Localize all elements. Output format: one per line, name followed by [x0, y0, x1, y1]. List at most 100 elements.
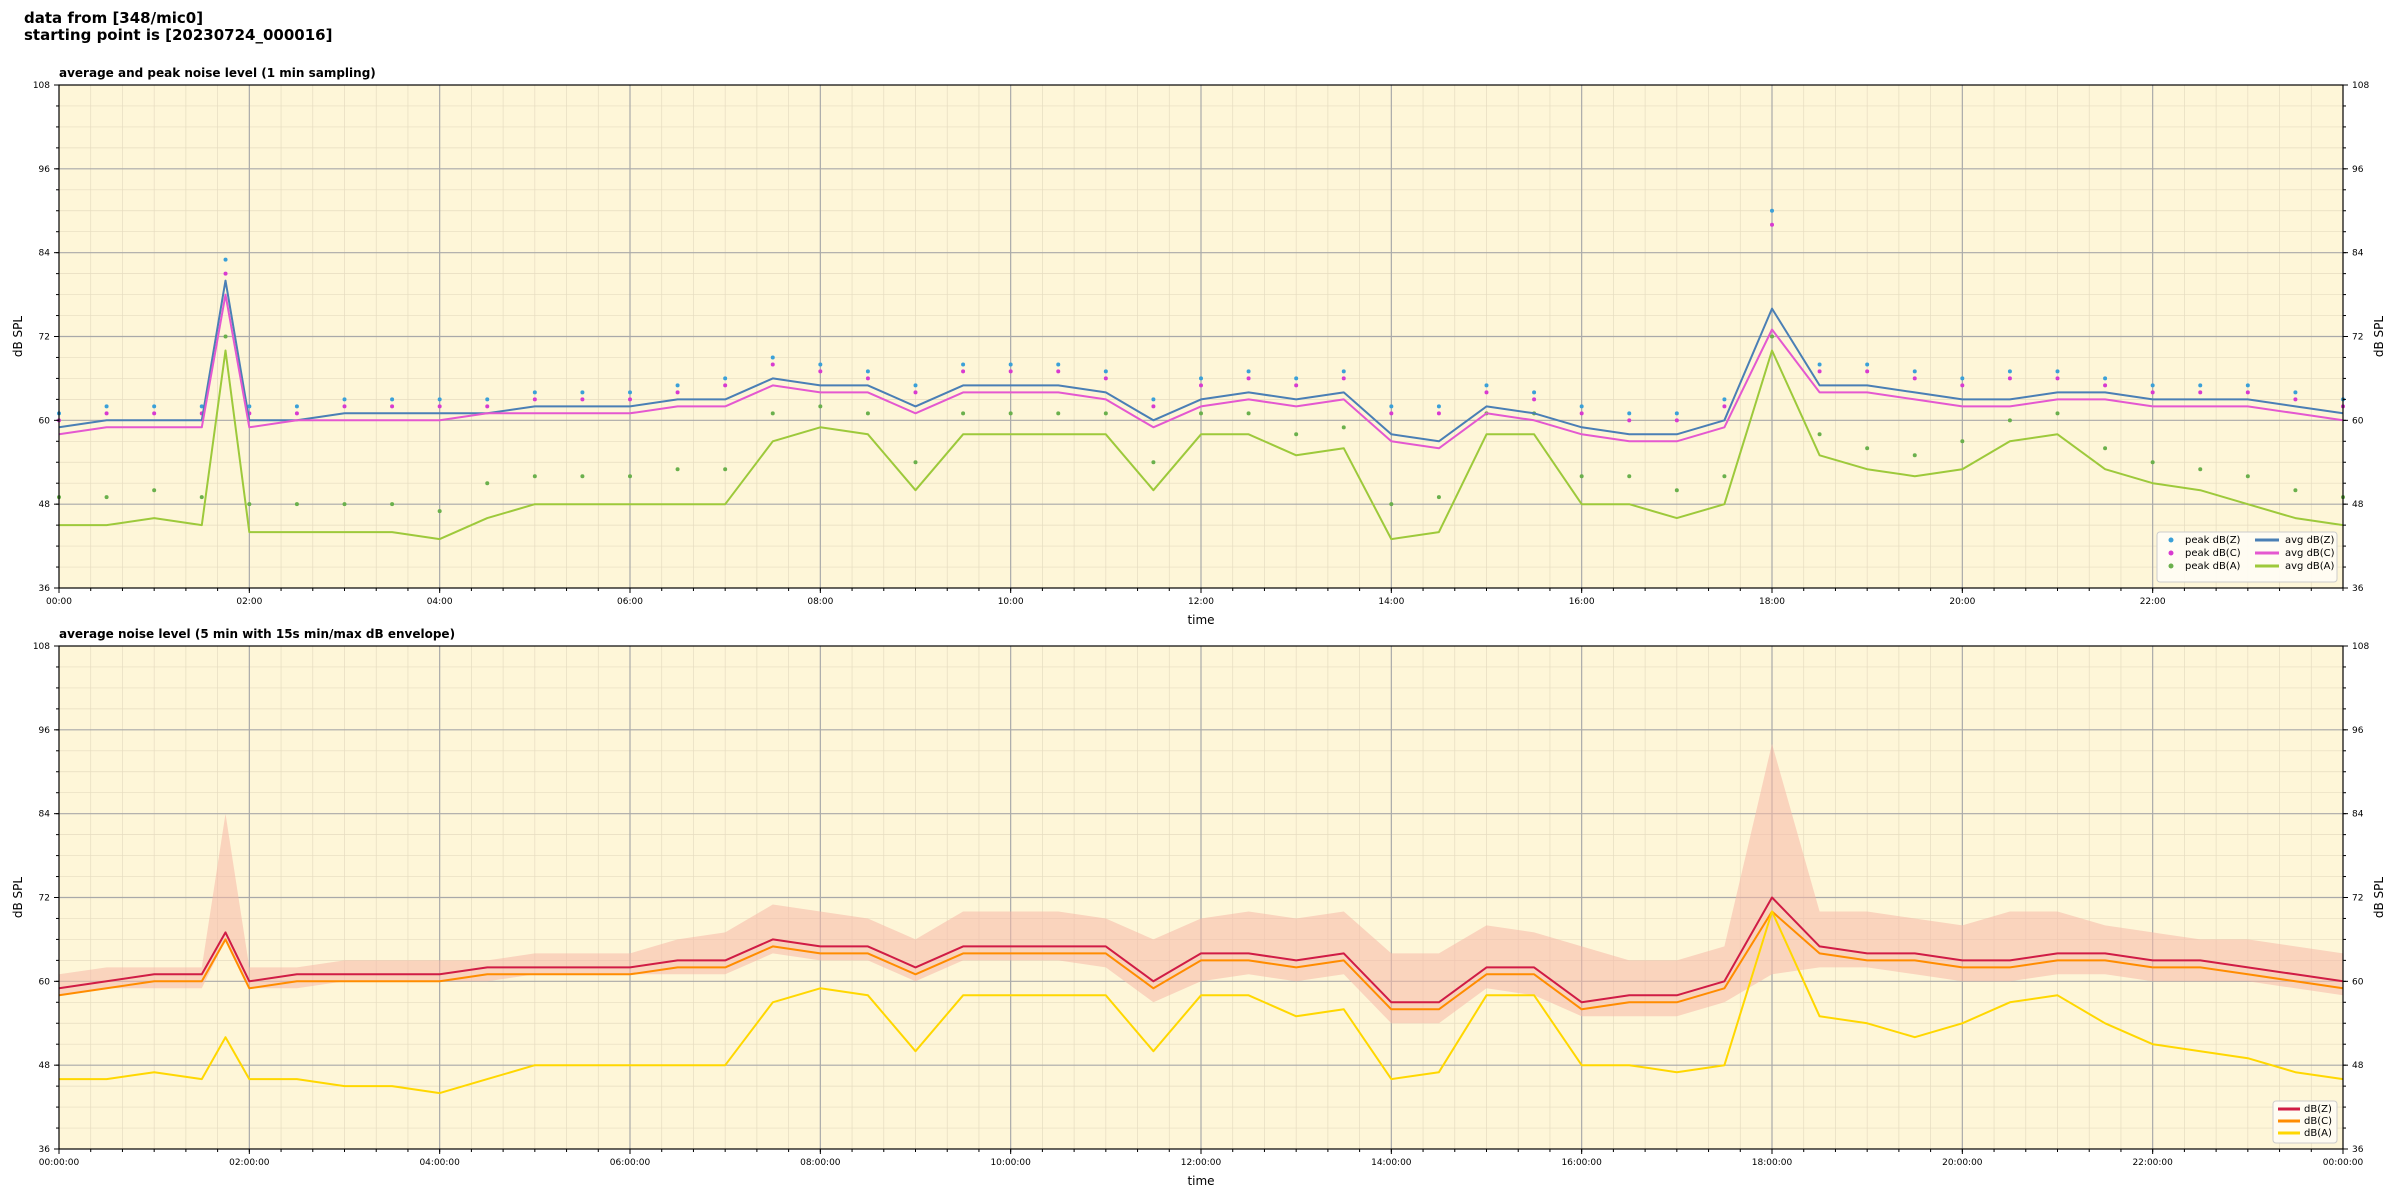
- data-point: [1770, 208, 1774, 213]
- data-point: [223, 271, 228, 276]
- major-grid: [59, 646, 2343, 1149]
- data-point: [2198, 383, 2203, 388]
- data-point: [1199, 376, 1203, 381]
- series-db-c: [58, 910, 2344, 1011]
- series-avg-db-c: [58, 293, 2344, 450]
- x-axis-ticks: 00:00 02:00 04:00 06:00 08:00 10:00 12:00 14:00…: [46, 588, 2344, 607]
- data-point: [2103, 376, 2108, 381]
- y-tick-label: 48: [39, 500, 51, 510]
- data-point: [104, 404, 109, 409]
- data-point: [865, 376, 870, 381]
- data-point: [913, 460, 918, 465]
- series-peak-db-c: [57, 222, 2345, 423]
- panel-title: average noise level (5 min with 15s min/…: [59, 627, 455, 641]
- y-tick-label: 84: [39, 810, 51, 820]
- minmax-envelope: [59, 743, 2343, 1024]
- y-axis-ticks: 36 36 48 48 60 60 72 72 84 84 96 96 108 108: [33, 642, 2370, 1155]
- data-point: [532, 390, 537, 395]
- data-point: [2150, 390, 2155, 395]
- data-point: [1008, 362, 1013, 367]
- data-point: [1865, 369, 1870, 374]
- data-point: [1579, 404, 1584, 409]
- data-point: [1389, 411, 1394, 416]
- data-point: [1246, 411, 1251, 416]
- data-point: [1294, 383, 1299, 388]
- y-tick-label: 36: [39, 584, 51, 594]
- y-tick-label: 36: [39, 1145, 51, 1155]
- data-point: [437, 509, 442, 514]
- y-tick-label: 48: [2352, 500, 2364, 510]
- x-axis-label: time: [1187, 1174, 1214, 1188]
- y-tick-label: 48: [2352, 1061, 2364, 1071]
- x-tick-label: 16:00: [1569, 597, 1595, 607]
- data-point: [1722, 397, 1727, 402]
- data-point: [1341, 376, 1346, 381]
- data-point: [628, 390, 632, 395]
- data-point: [1627, 411, 1632, 416]
- x-tick-label: 02:00: [236, 597, 262, 607]
- data-point: [770, 355, 775, 360]
- data-point: [1674, 418, 1679, 423]
- data-point: [1389, 502, 1394, 507]
- data-point: [1151, 460, 1156, 465]
- data-point: [913, 383, 918, 388]
- y-tick-label: 36: [2352, 584, 2364, 594]
- data-point: [342, 404, 347, 409]
- x-tick-label: 18:00:00: [1752, 1158, 1793, 1168]
- data-point: [1960, 376, 1965, 381]
- x-tick-label: 20:00: [1949, 597, 1975, 607]
- data-point: [1579, 474, 1584, 479]
- y-tick-label: 72: [2352, 894, 2363, 904]
- y-axis-label-right: dB SPL: [2372, 316, 2386, 358]
- data-point: [628, 397, 632, 402]
- data-point: [2007, 376, 2012, 381]
- data-point: [2055, 376, 2060, 381]
- data-point: [1056, 369, 1061, 374]
- x-tick-label: 12:00: [1188, 597, 1214, 607]
- data-point: [1817, 432, 1822, 437]
- data-point: [770, 362, 775, 367]
- data-point: [247, 502, 252, 507]
- y-tick-label: 96: [39, 165, 51, 175]
- data-point: [1199, 411, 1203, 416]
- data-point: [437, 404, 442, 409]
- data-point: [865, 369, 870, 374]
- data-point: [770, 411, 775, 416]
- data-point: [723, 383, 728, 388]
- data-point: [2293, 488, 2298, 493]
- data-point: [1246, 376, 1251, 381]
- y-tick-label: 72: [39, 894, 50, 904]
- y-tick-label: 84: [39, 249, 51, 259]
- data-point: [294, 404, 299, 409]
- data-point: [1912, 376, 1917, 381]
- x-tick-label: 22:00: [2140, 597, 2166, 607]
- data-point: [1817, 369, 1822, 374]
- x-tick-label: 12:00:00: [1181, 1158, 1222, 1168]
- series-peak-db-z: [57, 208, 2345, 416]
- starting-point-line: starting point is [20230724_000016]: [24, 26, 333, 44]
- x-axis-ticks: 00:00:00 02:00:00 04:00:00 06:00:00 08:00:00…: [39, 1149, 2364, 1168]
- data-point: [223, 334, 228, 339]
- y-axis-label: dB SPL: [11, 877, 25, 919]
- x-tick-label: 04:00:00: [419, 1158, 460, 1168]
- legend: dB(Z)dB(C)dB(A): [2272, 1100, 2338, 1144]
- data-point: [818, 404, 823, 409]
- data-point: [1532, 390, 1537, 395]
- data-point: [1056, 362, 1061, 367]
- data-point: [1579, 411, 1584, 416]
- x-tick-label: 14:00:00: [1371, 1158, 1412, 1168]
- y-tick-label: 60: [2352, 977, 2364, 987]
- x-tick-label: 00:00: [46, 597, 72, 607]
- data-point: [1912, 369, 1917, 374]
- x-tick-label: 04:00: [427, 597, 453, 607]
- y-tick-label: 72: [2352, 333, 2363, 343]
- y-tick-label: 60: [39, 416, 51, 426]
- data-point: [247, 404, 252, 409]
- x-tick-label: 00:00:00: [2323, 1158, 2364, 1168]
- data-point: [961, 369, 966, 374]
- y-tick-label: 108: [2352, 81, 2369, 91]
- data-point: [961, 411, 966, 416]
- major-grid: [59, 85, 2343, 588]
- data-point: [1294, 432, 1299, 437]
- data-point: [1341, 425, 1346, 430]
